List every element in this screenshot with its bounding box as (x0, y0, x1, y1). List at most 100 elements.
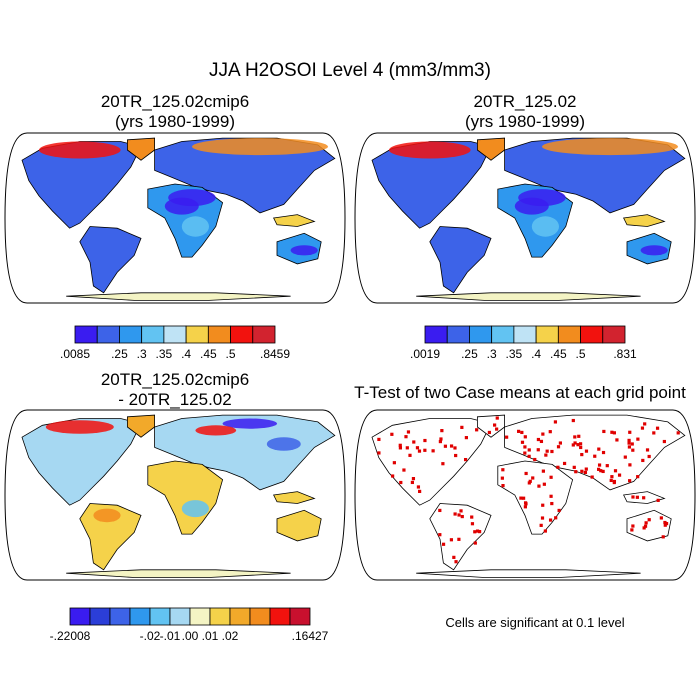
significant-cell (640, 426, 645, 430)
significant-cell (441, 542, 446, 546)
significant-cell (644, 521, 648, 525)
significant-cell (520, 440, 525, 444)
land-south-america (429, 226, 492, 294)
significant-cell (558, 441, 562, 445)
significant-cell (664, 521, 669, 526)
significant-cell (523, 445, 527, 449)
panel-2-title-line2: (yrs 1980-1999) (464, 112, 585, 131)
significant-cell (517, 429, 521, 433)
colorbar-swatch (229, 607, 251, 626)
significant-cell (584, 467, 588, 471)
significant-cell (597, 447, 601, 451)
colorbar-tick-label: .35 (156, 347, 173, 361)
significant-cell (580, 452, 584, 457)
significant-cell (423, 438, 427, 443)
colorbar-tick-label: .02 (222, 629, 239, 643)
colorbar-swatch (119, 325, 143, 344)
field-patch (181, 216, 209, 237)
significant-cell (398, 446, 403, 450)
significant-cell (392, 461, 396, 465)
significant-cell (453, 446, 457, 450)
colorbar-1: .0085 .25 .3 .35 .4 .45 .5 .8459 (60, 325, 290, 361)
colorbar-swatch (69, 607, 91, 626)
colorbar-tick-label: .25 (461, 347, 478, 361)
colorbar-swatch (141, 325, 165, 344)
land-africa (497, 460, 574, 535)
map-field (371, 137, 686, 301)
significant-cell (440, 429, 444, 433)
panel-1-title: 20TR_125.02cmip6 (yrs 1980-1999) (20, 92, 330, 132)
significant-cell (663, 523, 667, 527)
significant-cell (398, 443, 402, 447)
significant-cell (399, 480, 403, 485)
significant-cell (495, 416, 499, 420)
significant-cell (438, 508, 442, 513)
land-africa (147, 460, 224, 535)
significant-cell (402, 468, 406, 472)
land-south-america (429, 503, 492, 571)
significant-cell (459, 509, 463, 513)
colorbar-swatch (469, 325, 493, 344)
significant-cell (391, 474, 395, 478)
field-patch (514, 197, 549, 215)
colorbar-tick-label: .8459 (260, 347, 290, 361)
significant-cell (636, 475, 640, 479)
land-indonesia (272, 214, 316, 227)
significant-cell (523, 505, 527, 509)
colorbar-3: -.22008 -.02 -.01.00.01.02 .16427 (50, 607, 329, 643)
significant-cell (457, 513, 461, 517)
significant-cell (597, 467, 601, 471)
colorbar-tick-label: .4 (181, 347, 191, 361)
colorbar-tick-label: .3 (487, 347, 497, 361)
significant-cell (415, 446, 420, 450)
land-greenland (127, 414, 156, 438)
significant-cell (539, 439, 544, 444)
land-eurasia (154, 414, 336, 491)
significant-cell (578, 442, 583, 446)
significant-cell (470, 522, 475, 526)
significant-cell (583, 470, 588, 475)
significant-cell (545, 449, 549, 453)
field-patch (39, 141, 121, 159)
colorbar-swatch (535, 325, 559, 344)
colorbar-tick-label: .01 (202, 629, 219, 643)
colorbar-swatch (269, 607, 291, 626)
significant-cell (418, 489, 422, 494)
field-patch (290, 245, 318, 256)
significant-cell (642, 496, 646, 500)
field-patch (222, 418, 277, 429)
significant-cell (539, 523, 543, 527)
significant-cell (572, 465, 576, 469)
significant-cell (548, 430, 552, 434)
significant-cell (617, 473, 622, 477)
significant-cell (553, 420, 558, 424)
significant-cell (628, 479, 632, 483)
significant-cell (404, 435, 408, 439)
significant-cell (630, 528, 634, 532)
significant-cell (631, 448, 635, 452)
significant-cell (438, 439, 442, 444)
map-border (4, 409, 346, 581)
significant-cell (443, 444, 448, 448)
field-patch (93, 508, 121, 523)
significant-cell (610, 430, 614, 434)
significant-cell (405, 446, 409, 450)
significant-cell (550, 501, 554, 506)
colorbar-swatch (109, 607, 131, 626)
significant-cell (537, 484, 541, 488)
colorbar-swatch (189, 607, 211, 626)
significant-cell (612, 431, 616, 435)
significant-cell (556, 445, 561, 449)
land-indonesia (272, 491, 316, 504)
significant-cell (562, 461, 567, 466)
colorbar-tick-label: .16427 (292, 629, 329, 643)
colorbar-swatch (74, 325, 98, 344)
significant-cell (377, 437, 381, 442)
significant-cell (548, 518, 553, 522)
map-border (354, 132, 696, 304)
significant-cell (631, 495, 635, 499)
field-patch (389, 141, 471, 159)
colorbar-swatch (89, 607, 111, 626)
panel-3-title-line2: - 20TR_125.02 (118, 390, 232, 409)
panel-2-title: 20TR_125.02 (yrs 1980-1999) (370, 92, 680, 132)
